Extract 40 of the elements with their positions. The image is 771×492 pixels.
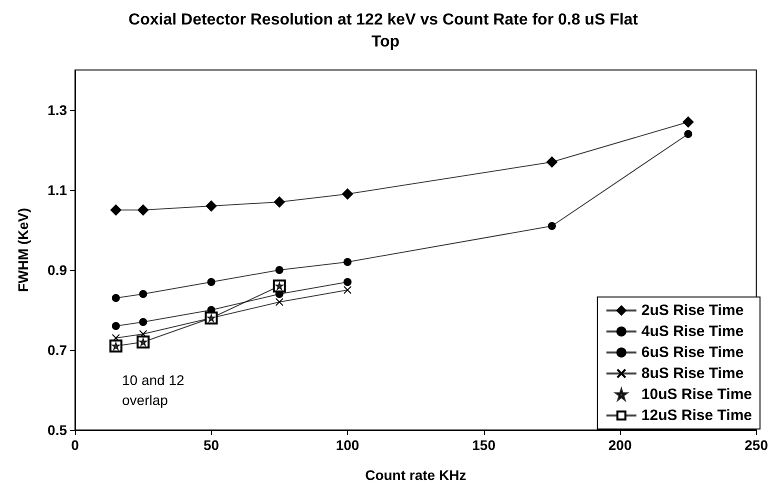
legend-label: 6uS Rise Time <box>641 344 744 361</box>
legend-label: 4uS Rise Time <box>641 323 744 340</box>
point <box>138 204 149 216</box>
point <box>344 258 352 266</box>
point <box>275 266 284 274</box>
point <box>139 290 148 298</box>
point <box>682 116 694 128</box>
point <box>112 322 120 330</box>
legend-label: 8uS Rise Time <box>641 365 744 382</box>
point <box>548 222 556 230</box>
y-tick-label: 1.1 <box>48 182 68 198</box>
y-tick-label: 0.5 <box>48 422 68 438</box>
point <box>342 188 354 200</box>
legend-label: 12uS Rise Time <box>641 407 752 424</box>
point <box>206 200 217 212</box>
y-axis-title: FWHM (KeV) <box>15 208 31 292</box>
point <box>207 278 216 286</box>
annotation: 10 and 12 overlap <box>122 372 188 408</box>
x-tick-label: 0 <box>71 437 80 453</box>
point <box>684 130 692 138</box>
x-tick-label: 200 <box>608 437 632 453</box>
x-tick-label: 250 <box>744 437 768 453</box>
legend-label: 10uS Rise Time <box>641 386 752 403</box>
x-tick-label: 100 <box>336 437 360 453</box>
point <box>344 278 352 286</box>
x-tick-label: 50 <box>203 437 220 453</box>
y-tick-label: 0.9 <box>48 262 68 278</box>
x-axis-title: Count rate KHz <box>365 467 466 483</box>
point <box>274 196 285 208</box>
y-tick-label: 1.3 <box>48 102 68 118</box>
point <box>344 286 352 294</box>
x-tick-label: 150 <box>472 437 496 453</box>
legend-label: 2uS Rise Time <box>641 302 744 319</box>
point <box>546 156 558 168</box>
point <box>275 298 284 306</box>
point <box>139 318 148 326</box>
chart-title: Coxial Detector Resolution at 122 keV vs Count Rate for 0.8 uS Flat Top <box>128 12 642 50</box>
point <box>112 294 120 302</box>
point <box>110 204 122 216</box>
y-tick-label: 0.7 <box>48 342 68 358</box>
